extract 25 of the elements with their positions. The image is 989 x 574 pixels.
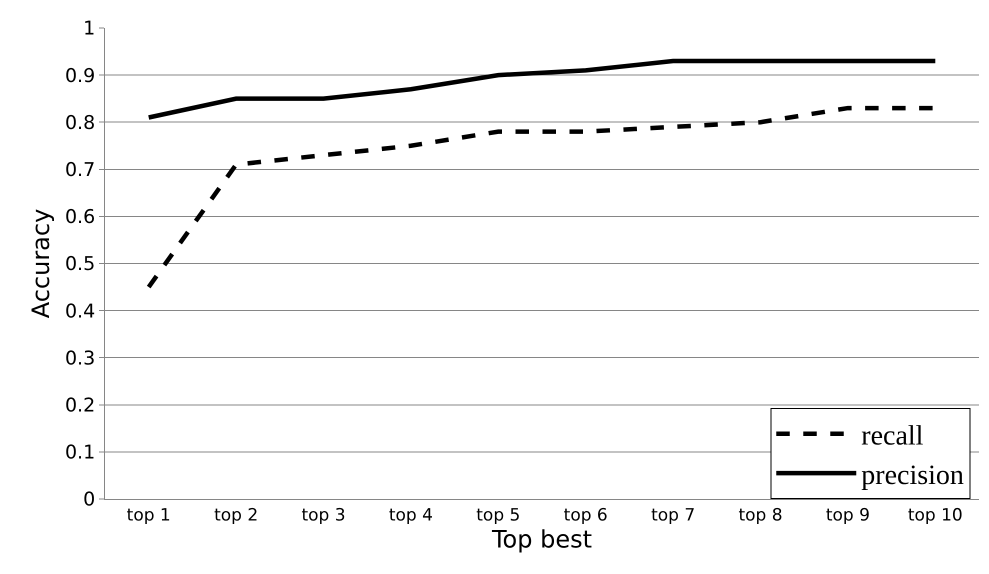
x-tick-label: top 4 [388, 505, 433, 526]
y-tick-label: 0.2 [64, 394, 96, 416]
x-tick-label: top 6 [564, 505, 608, 526]
y-tick-label: 0.3 [64, 347, 96, 370]
y-axis-title: Accuracy [27, 208, 56, 318]
x-tick-label: top 10 [908, 505, 963, 526]
legend-label: recall [861, 420, 924, 452]
y-tick-label: 0.7 [64, 158, 96, 181]
x-tick-label: top 9 [826, 505, 870, 526]
y-tick-label: 0.4 [64, 300, 96, 322]
x-tick-label: top 3 [301, 505, 346, 526]
legend-label: precision [861, 460, 964, 492]
y-tick-label: 0.5 [64, 253, 96, 276]
x-tick-label: top 2 [214, 505, 258, 526]
x-tick-label: top 1 [126, 505, 171, 526]
y-tick-label: 0.6 [64, 206, 96, 228]
x-tick-label: top 8 [738, 505, 783, 526]
y-tick-label: 0.1 [64, 442, 96, 464]
y-tick-label: 0.8 [64, 112, 96, 134]
y-tick-label: 0.9 [64, 64, 96, 87]
y-tick-label: 0 [83, 488, 96, 511]
y-tick-label: 1 [83, 18, 96, 40]
x-tick-label: top 7 [651, 505, 696, 526]
x-tick-label: top 5 [476, 505, 520, 526]
x-axis-title: Top best [490, 525, 592, 554]
